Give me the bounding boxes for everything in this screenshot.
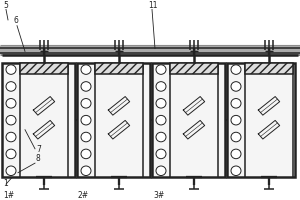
Circle shape xyxy=(81,166,91,176)
Text: 11: 11 xyxy=(148,1,158,10)
Circle shape xyxy=(156,99,166,108)
Bar xyxy=(95,63,143,74)
Circle shape xyxy=(156,65,166,74)
Bar xyxy=(170,63,218,74)
Circle shape xyxy=(6,65,16,74)
Circle shape xyxy=(81,65,91,74)
Circle shape xyxy=(81,115,91,125)
Circle shape xyxy=(231,115,241,125)
Circle shape xyxy=(156,132,166,142)
Text: 1: 1 xyxy=(3,179,8,188)
Bar xyxy=(227,63,295,177)
Bar xyxy=(20,63,68,74)
Text: 1#: 1# xyxy=(3,191,14,200)
Text: 7: 7 xyxy=(36,145,41,154)
Bar xyxy=(77,63,150,177)
Circle shape xyxy=(231,82,241,91)
Circle shape xyxy=(81,149,91,159)
Circle shape xyxy=(6,82,16,91)
Circle shape xyxy=(231,166,241,176)
Circle shape xyxy=(156,149,166,159)
Bar xyxy=(245,63,293,74)
Circle shape xyxy=(81,82,91,91)
Bar xyxy=(152,63,225,177)
Text: 2#: 2# xyxy=(78,191,89,200)
Circle shape xyxy=(6,115,16,125)
Circle shape xyxy=(231,65,241,74)
Circle shape xyxy=(81,132,91,142)
Circle shape xyxy=(6,149,16,159)
Text: 6: 6 xyxy=(13,16,18,25)
Circle shape xyxy=(6,166,16,176)
Bar xyxy=(2,63,75,177)
Circle shape xyxy=(6,99,16,108)
Circle shape xyxy=(81,99,91,108)
Text: 3#: 3# xyxy=(153,191,164,200)
Text: 8: 8 xyxy=(36,154,41,163)
Circle shape xyxy=(156,166,166,176)
Text: 5: 5 xyxy=(3,1,8,10)
Circle shape xyxy=(6,132,16,142)
Circle shape xyxy=(231,149,241,159)
Circle shape xyxy=(231,99,241,108)
Circle shape xyxy=(156,115,166,125)
Circle shape xyxy=(156,82,166,91)
Circle shape xyxy=(231,132,241,142)
